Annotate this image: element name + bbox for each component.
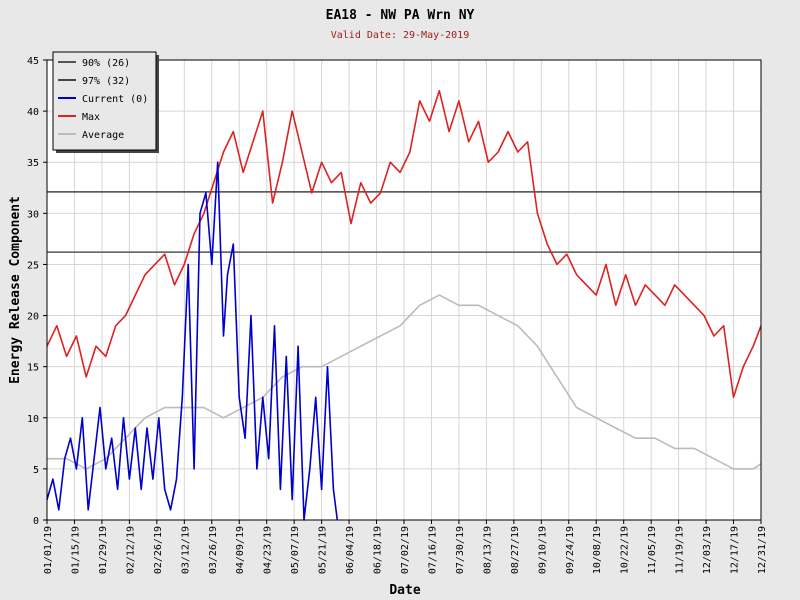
- x-tick-label: 04/23/19: [263, 526, 274, 574]
- y-tick-label: 5: [33, 465, 39, 476]
- x-tick-label: 04/09/19: [235, 526, 246, 574]
- y-tick-label: 40: [27, 107, 39, 118]
- x-tick-label: 03/26/19: [208, 526, 219, 574]
- x-tick-label: 07/02/19: [400, 526, 411, 574]
- x-axis-ticks: 01/01/19 01/15/19 01/29/19 02/12/19 02/26/19…: [43, 520, 768, 574]
- y-tick-label: 45: [27, 56, 39, 67]
- x-tick-label: 08/13/19: [482, 526, 493, 574]
- x-tick-label: 07/30/19: [455, 526, 466, 574]
- x-tick-label: 11/19/19: [675, 526, 686, 574]
- x-tick-label: 12/31/19: [757, 526, 768, 574]
- x-tick-label: 01/01/19: [43, 526, 54, 574]
- y-tick-label: 0: [33, 516, 39, 527]
- x-tick-label: 06/04/19: [345, 526, 356, 574]
- y-axis-label: Energy Release Component: [8, 196, 23, 384]
- y-tick-label: 15: [27, 363, 39, 374]
- legend-label: 97% (32): [82, 76, 130, 87]
- x-tick-label: 12/03/19: [702, 526, 713, 574]
- x-tick-label: 12/17/19: [730, 526, 741, 574]
- series-line-max: [46, 89, 762, 399]
- legend-label: 90% (26): [82, 58, 130, 69]
- x-tick-label: 05/07/19: [290, 526, 301, 574]
- x-tick-label: 10/08/19: [592, 526, 603, 574]
- x-tick-label: 05/21/19: [318, 526, 329, 574]
- legend-label: Current (0): [82, 94, 148, 105]
- legend-label: Max: [82, 112, 100, 123]
- x-tick-label: 08/27/19: [510, 526, 521, 574]
- y-tick-label: 20: [27, 312, 39, 323]
- y-tick-label: 10: [27, 414, 39, 425]
- x-tick-label: 09/24/19: [565, 526, 576, 574]
- x-tick-label: 11/05/19: [647, 526, 658, 574]
- legend-label: Average: [82, 130, 124, 141]
- x-tick-label: 01/15/19: [70, 526, 81, 574]
- chart-title: EA18 - NW PA Wrn NY: [326, 8, 475, 23]
- chart-subtitle: Valid Date: 29-May-2019: [331, 30, 469, 41]
- x-tick-label: 03/12/19: [180, 526, 191, 574]
- series-line-average: [47, 294, 762, 470]
- series-line-current: [46, 161, 339, 521]
- x-axis-label: Date: [389, 583, 420, 598]
- series-lines: [46, 89, 762, 521]
- x-tick-label: 07/16/19: [427, 526, 438, 574]
- y-axis-ticks: 0 5 10 15 20 25 30 35 40 45: [27, 56, 47, 527]
- y-tick-label: 30: [27, 209, 39, 220]
- x-tick-label: 02/12/19: [125, 526, 136, 574]
- x-tick-label: 10/22/19: [620, 526, 631, 574]
- x-tick-label: 06/18/19: [373, 526, 384, 574]
- y-tick-label: 35: [27, 158, 39, 169]
- y-tick-label: 25: [27, 260, 39, 271]
- legend: 90% (26) 97% (32) Current (0) Max Average: [52, 51, 159, 153]
- x-tick-label: 02/26/19: [153, 526, 164, 574]
- x-tick-label: 01/29/19: [98, 526, 109, 574]
- reference-lines: [47, 191, 761, 253]
- x-tick-label: 09/10/19: [537, 526, 548, 574]
